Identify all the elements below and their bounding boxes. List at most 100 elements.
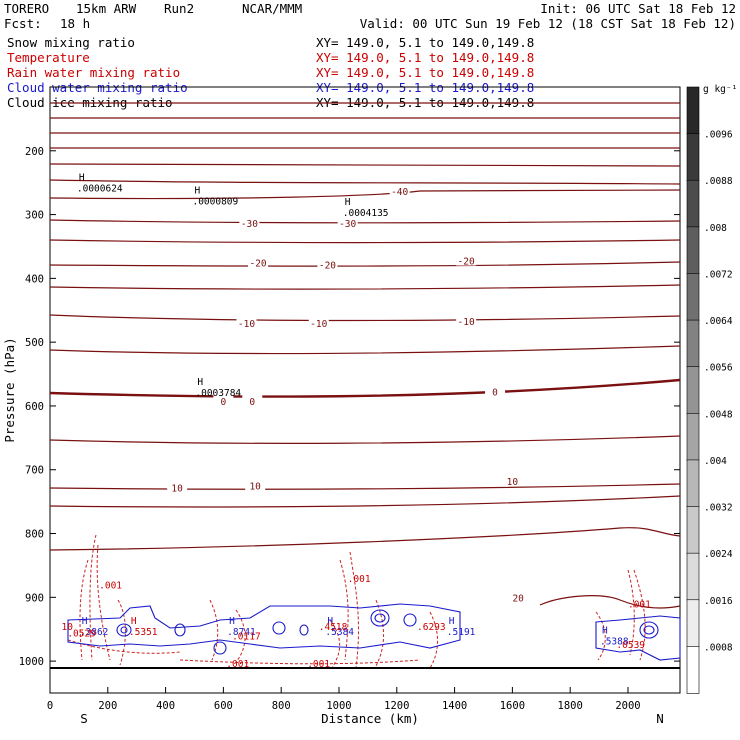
y-tick-label: 500 [25, 337, 44, 349]
colorbar-swatch [686, 133, 700, 182]
temperature-label-bg [456, 315, 477, 327]
x-axis: 0 200 400 600 800 1000 1200 1400 1600 1800 2000 [47, 687, 641, 712]
colorbar-label: .0096 [704, 130, 733, 141]
colorbar-swatch [686, 86, 700, 135]
x-axis-label: Distance (km) [321, 711, 419, 726]
model-resolution: 15km ARW [76, 1, 137, 16]
colorbar-swatch [686, 506, 700, 554]
temperature-label-bg [248, 256, 269, 268]
x-tick-label: 2000 [615, 700, 640, 712]
maximum-value: .0004135 [343, 208, 389, 219]
y-tick-label: 200 [25, 146, 44, 158]
colorbar-label: .0088 [704, 176, 733, 187]
cloud-water-contours [67, 603, 681, 661]
contour-label: .4518 [319, 622, 348, 633]
temperature-label-bg [502, 475, 523, 487]
temperature-label-bg [317, 258, 338, 270]
x-tick-label: 1800 [558, 700, 583, 712]
colorbar-label: .0024 [704, 549, 733, 560]
x-end-label-south: S [80, 711, 88, 726]
contour-label: .001 [628, 600, 651, 611]
colorbar-label: .004 [704, 456, 727, 467]
maximum-value: .5388 [600, 637, 629, 648]
temperature-label: 0 [249, 397, 255, 408]
y-axis-label: Pressure (hPa) [2, 337, 17, 442]
temperature-label: -10 [458, 317, 475, 328]
colorbar-label: .0072 [704, 269, 733, 280]
colorbar-label: .0064 [704, 316, 733, 327]
temperature-label-bg [308, 317, 329, 329]
institution: NCAR/MMM [242, 1, 302, 16]
temperature-label-bg [245, 479, 266, 491]
temperature-label: 0 [221, 397, 227, 408]
maximum-marker: H [449, 616, 455, 627]
colorbar-label: .0032 [704, 503, 733, 514]
field-name: Temperature [7, 50, 90, 65]
maximum-marker: H [82, 616, 88, 627]
contour-label: .0539 [616, 640, 645, 651]
x-tick-label: 1200 [384, 700, 409, 712]
y-tick-label: 400 [25, 273, 44, 285]
x-tick-label: 0 [47, 700, 53, 712]
temperature-label: -20 [319, 260, 336, 271]
contour-label: .001 [99, 581, 122, 592]
temperature-label-bg [167, 481, 188, 493]
colorbar-swatch [686, 459, 700, 508]
colorbar-swatch [686, 599, 700, 648]
extra-labels: .001 .001 .001 .001 .001 .0117 .4518 .6293 .0539… [62, 574, 652, 670]
temperature-label: 10 [507, 477, 519, 488]
colorbar-label: .0048 [704, 409, 733, 420]
temperature-label: 10 [249, 482, 261, 493]
contour-label: .001 [348, 574, 371, 585]
colorbar-swatch [686, 552, 700, 601]
field-name: Rain water mixing ratio [7, 65, 180, 80]
model-name: TORERO [4, 1, 49, 16]
plot-frame [49, 86, 681, 694]
colorbar-swatch [686, 226, 700, 275]
x-tick-label: 800 [272, 700, 291, 712]
temperature-label-bg [485, 385, 506, 397]
colorbar-swatch [686, 273, 700, 321]
colorbar-label: .0008 [704, 642, 733, 653]
maximum-marker: H [229, 616, 235, 627]
colorbar-label: .008 [704, 223, 727, 234]
contour-label: 10 [62, 622, 74, 633]
temperature-label-bg [337, 216, 358, 228]
temperature-label-bg [389, 184, 410, 196]
x-tick-label: 200 [98, 700, 117, 712]
temperature-labels: -40 -30 -30 -20 -20 -20 -10 -10 -10 0 0 0 10 10 10 20 [167, 184, 529, 604]
colorbar-swatch [686, 646, 700, 694]
temperature-label-bg [239, 216, 260, 228]
forecast-label: Fcst: [4, 16, 42, 31]
valid-time: Valid: 00 UTC Sun 19 Feb 12 (18 CST Sat … [360, 16, 736, 31]
contour-label: .001 [307, 659, 330, 670]
temperature-label: 0 [492, 387, 498, 398]
y-tick-label: 700 [25, 465, 44, 477]
temperature-isotherms [49, 102, 681, 609]
temperature-label: -20 [249, 258, 266, 269]
x-tick-label: 1400 [442, 700, 467, 712]
init-time: Init: 06 UTC Sat 18 Feb 12 [540, 1, 736, 16]
maximum-marker: H [197, 377, 203, 388]
maximum-marker: H [602, 626, 608, 637]
temperature-label-bg [236, 317, 257, 329]
temperature-label: -20 [458, 257, 475, 268]
field-xy: XY= 149.0, 5.1 to 149.0,149.8 [316, 35, 534, 50]
maximum-marker: H [345, 197, 351, 208]
y-tick-label: 600 [25, 401, 44, 413]
maximum-value: .8741 [227, 627, 256, 638]
colorbar-swatch [686, 366, 700, 415]
forecast-hour: 18 h [60, 16, 90, 31]
contour-label: .0117 [232, 632, 261, 643]
y-tick-label: 800 [25, 529, 44, 541]
colorbar-swatch [686, 179, 700, 228]
contour-label: .001 [226, 659, 249, 670]
temperature-label-bg [508, 591, 529, 603]
colorbar-unit: g kg⁻¹ [703, 84, 737, 95]
colorbar: .0096 .0088 .008 .0072 .0064 .0056 .0048 .004 .0… [686, 86, 733, 694]
x-tick-label: 400 [156, 700, 175, 712]
maximum-marker: H [194, 185, 200, 196]
contour-label: .6293 [417, 622, 446, 633]
